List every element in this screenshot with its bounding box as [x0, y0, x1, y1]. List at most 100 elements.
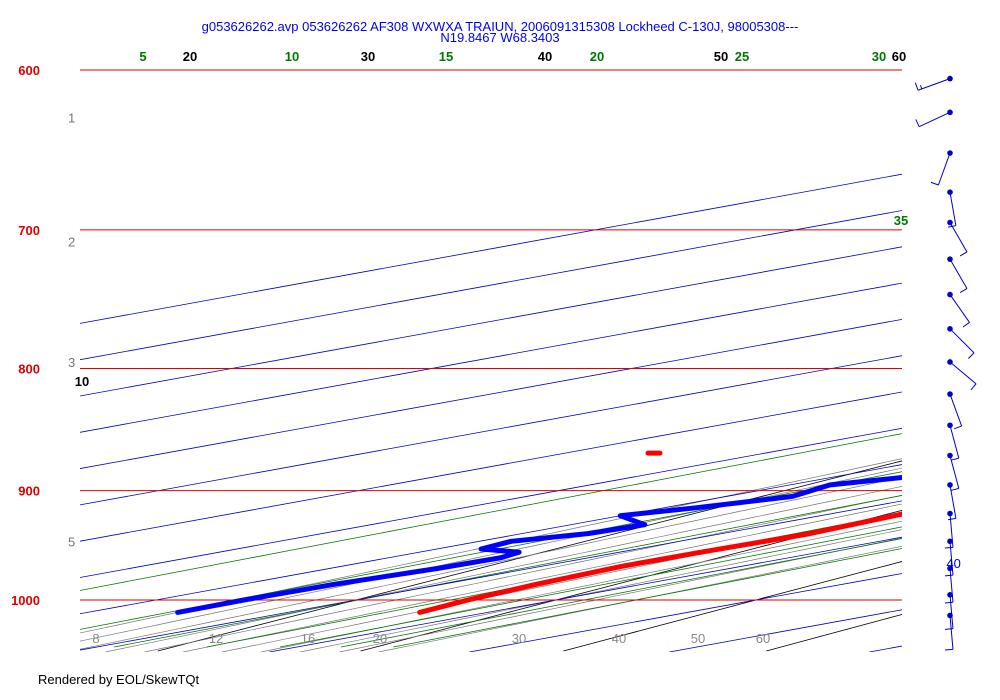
- wind-barb: [947, 359, 977, 391]
- wind-barb-staff: [949, 568, 954, 603]
- dry-adiabat-label: 10: [75, 374, 89, 389]
- wind-barb-dot: [947, 256, 953, 262]
- mixing-ratio-label: 30: [872, 49, 886, 64]
- wind-barb-flag: [930, 181, 939, 186]
- height-tick-label: 1: [68, 110, 75, 125]
- mixing-ratio-label: 10: [285, 49, 299, 64]
- isotherm-line: [80, 246, 902, 397]
- wind-barb-staff: [949, 594, 954, 629]
- mixing-ratio-line: [114, 495, 902, 648]
- bottom-tick-label: 20: [373, 631, 387, 646]
- wind-barb-staff: [949, 393, 963, 427]
- chart-subtitle: N19.8467 W68.3403: [440, 30, 559, 45]
- dry-adiabat-label: 20: [183, 49, 197, 64]
- pressure-tick-label: 800: [18, 361, 40, 376]
- moist-adiabat: [378, 545, 902, 652]
- wind-barb-flag: [947, 517, 956, 521]
- height-tick-label: 3: [68, 355, 75, 370]
- wind-barb-dot: [947, 510, 953, 517]
- mixing-ratio-line: [340, 538, 902, 648]
- isotherm-line: [80, 391, 902, 542]
- wind-barb-column: [914, 75, 977, 651]
- wind-barb-staff: [949, 425, 960, 459]
- isotherm-line: [80, 500, 902, 651]
- wind-barb-staff: [949, 294, 970, 323]
- wind-barb-flag: [968, 352, 975, 359]
- moist-adiabat: [80, 476, 902, 650]
- isotherm-line: [80, 318, 902, 469]
- wind-barb-flag: [950, 457, 959, 461]
- isotherm-line: [80, 355, 902, 506]
- wind-barb-dot: [947, 482, 953, 488]
- wind-barb-flag: [944, 648, 954, 651]
- dry-adiabat: [766, 613, 902, 652]
- mixing-ratio-line: [80, 433, 902, 591]
- footer-credit: Rendered by EOL/SkewTQt: [38, 672, 200, 687]
- wind-barb-flag: [944, 628, 954, 630]
- bottom-tick-label: 16: [301, 631, 315, 646]
- pressure-tick-label: 1000: [11, 593, 40, 608]
- temperature-trace: [417, 511, 902, 615]
- wind-barb-flag: [944, 546, 954, 549]
- wind-barb: [947, 391, 963, 430]
- wind-barb: [915, 109, 953, 128]
- wind-barb-staff: [949, 192, 957, 226]
- isotherm-line: [80, 210, 902, 361]
- wind-barb-flag: [970, 383, 977, 391]
- axis-labels: 60070080090010001235-20-1001020304081216…: [11, 49, 961, 646]
- wind-barb-dot: [947, 109, 953, 116]
- dry-adiabat-label: 30: [361, 49, 375, 64]
- bottom-tick-label: 40: [612, 631, 626, 646]
- wind-barb: [947, 291, 970, 328]
- grid-lines: [80, 173, 902, 652]
- wind-barb-staff: [949, 455, 960, 489]
- bottom-tick-label: 12: [209, 631, 223, 646]
- wind-barb: [947, 482, 957, 521]
- dry-adiabat-label: 40: [538, 49, 552, 64]
- wind-barb-flag: [944, 601, 954, 604]
- wind-barb-dot: [947, 291, 953, 298]
- mixing-ratio-line: [206, 512, 902, 648]
- wind-barb: [944, 565, 954, 604]
- wind-barb: [914, 75, 953, 91]
- wind-barb: [944, 591, 954, 630]
- moist-adiabat: [105, 485, 902, 652]
- wind-barb-staff: [918, 111, 951, 128]
- wind-barb: [947, 422, 960, 461]
- wind-barb-flag: [915, 119, 920, 127]
- wind-barb-half-flag: [919, 84, 923, 90]
- wind-barb-flag: [959, 288, 968, 294]
- moist-adiabat: [261, 520, 902, 652]
- wind-barb-staff: [949, 361, 977, 385]
- chart-title: g053626262.avp 053626262 AF308 WXWXA TRA…: [202, 19, 799, 34]
- wind-barb: [947, 326, 975, 359]
- isotherm-line: [80, 173, 902, 324]
- mixing-ratio-label: 5: [139, 49, 146, 64]
- dewpoint-trace: [175, 475, 902, 615]
- moist-adiabat: [300, 529, 902, 652]
- wind-barb-flag: [914, 82, 919, 91]
- wind-barb-dot: [947, 391, 953, 397]
- wind-barb-staff: [949, 615, 954, 650]
- mixing-ratio-label: 20: [590, 49, 604, 64]
- wind-barb-flag: [959, 251, 968, 257]
- wind-barb-dot: [947, 219, 953, 226]
- mixing-ratio-label: 15: [439, 49, 453, 64]
- moist-adiabat: [144, 494, 902, 652]
- wind-barb: [930, 150, 953, 186]
- wind-barb-dot: [947, 150, 953, 156]
- wind-barb-flag: [953, 425, 962, 430]
- wind-barb-dot: [947, 538, 953, 545]
- wind-barb-flag: [944, 574, 954, 577]
- moist-adiabat: [222, 512, 902, 652]
- isotherm-line: [269, 536, 902, 652]
- wind-barb-dot: [947, 422, 953, 429]
- wind-barb-dot: [947, 359, 953, 365]
- height-tick-label: 2: [68, 235, 75, 250]
- wind-barb-flag: [962, 322, 970, 328]
- isotherm-line: [80, 427, 902, 578]
- wind-barb-staff: [949, 222, 968, 253]
- wind-barb: [947, 452, 960, 491]
- moist-adiabat: [339, 537, 902, 652]
